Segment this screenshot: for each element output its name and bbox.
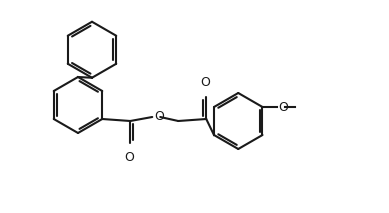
Text: O: O xyxy=(124,151,134,164)
Text: O: O xyxy=(279,101,288,114)
Text: O: O xyxy=(154,109,164,122)
Text: O: O xyxy=(200,76,210,89)
